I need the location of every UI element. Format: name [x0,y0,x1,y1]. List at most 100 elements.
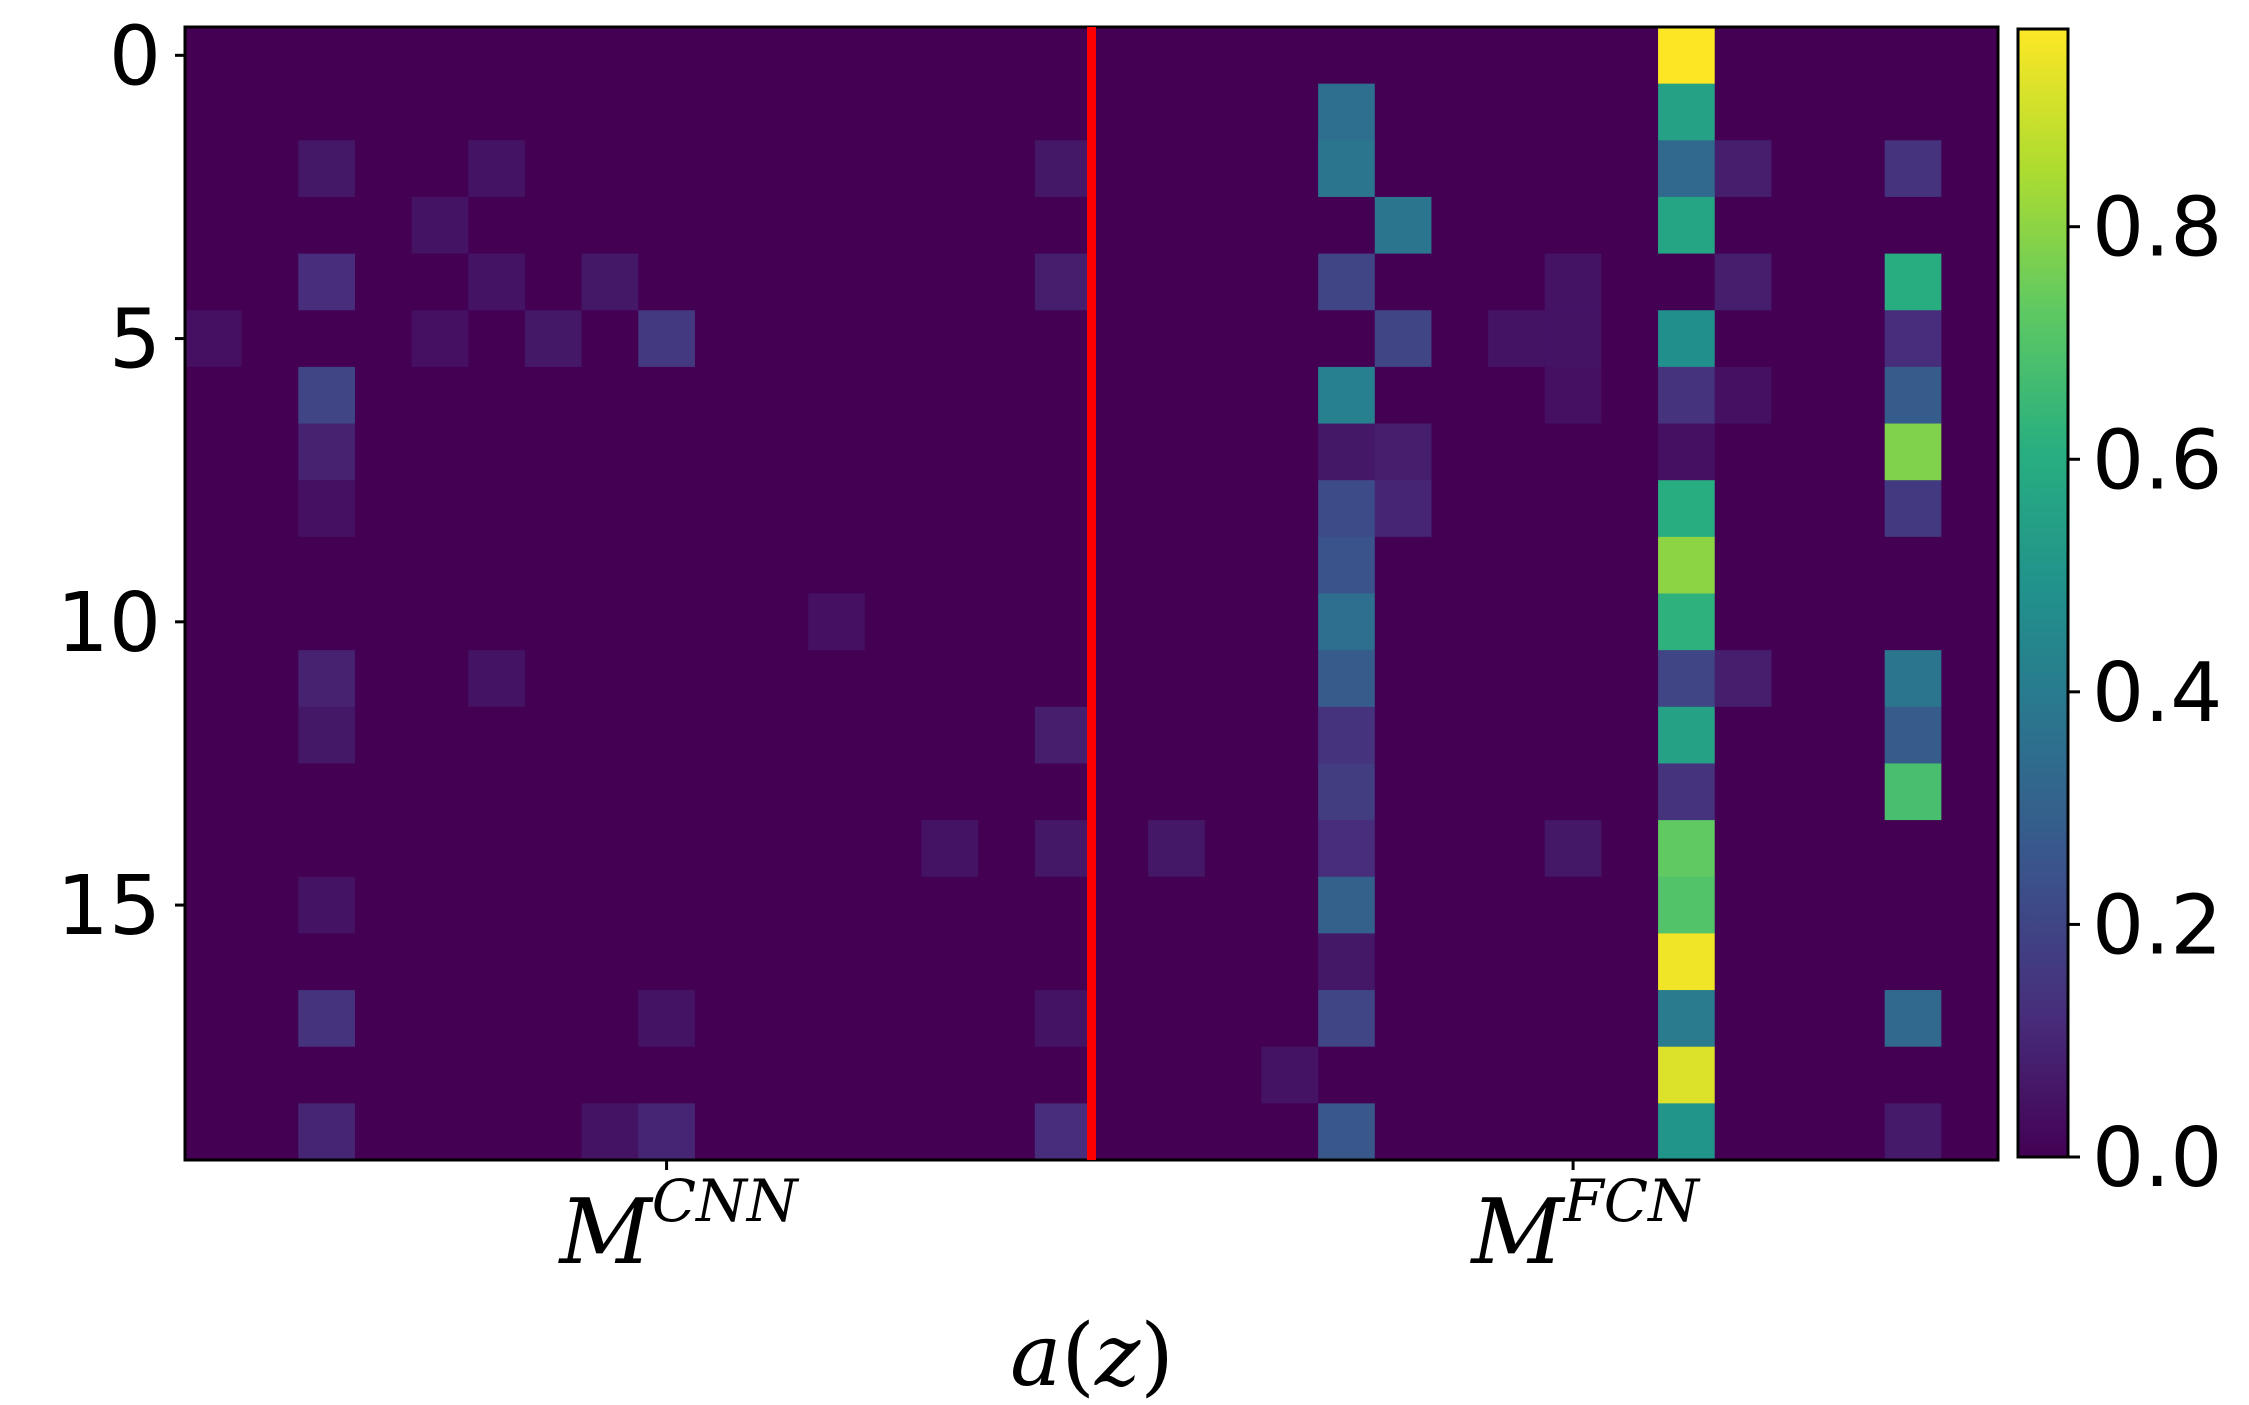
heatmap-cell [1828,253,1886,311]
heatmap-cell [411,650,469,708]
heatmap-cell [1318,140,1376,198]
x-tick-label: MFCN [1469,1167,1701,1285]
heatmap-cell [241,650,299,708]
heatmap-cell [1601,820,1659,878]
heatmap-cell [1431,933,1489,991]
colorbar-tick-label: 0.4 [2092,646,2222,741]
heatmap-cell [468,820,526,878]
heatmap-cell [1714,196,1772,255]
heatmap-cell [354,593,413,651]
heatmap-cell [751,820,809,878]
heatmap-cell [1261,310,1319,368]
heatmap-cell [524,480,583,538]
heatmap-cell [978,480,1036,538]
heatmap-cell [694,196,753,255]
heatmap-cell [978,593,1036,651]
heatmap-cell [1658,480,1716,538]
heatmap-cell [1714,593,1772,651]
heatmap-cell [1601,706,1659,765]
heatmap-cell [1148,423,1206,481]
heatmap-cell [1204,480,1263,538]
heatmap-cell [1544,423,1603,481]
heatmap-cell [1374,423,1433,481]
heatmap-cell [808,140,866,198]
heatmap-cell [921,593,979,651]
colorbar-tick-label: 0.2 [2092,878,2222,973]
heatmap-cell [808,1103,866,1161]
heatmap-cell [1828,990,1886,1048]
heatmap-cell [1261,423,1319,481]
heatmap-cell [1488,366,1546,425]
heatmap-cell [468,876,526,934]
heatmap-cell [1261,593,1319,651]
heatmap-cell [751,83,809,141]
heatmap-cell [354,990,413,1048]
heatmap-cell [185,990,243,1048]
heatmap-cell [581,140,639,198]
heatmap-cell [1318,1046,1376,1104]
heatmap-cell [978,536,1036,595]
heatmap-cell [241,1046,299,1104]
heatmap-cell [581,820,639,878]
heatmap-cell [1488,536,1546,595]
heatmap-cell [864,706,923,765]
heatmap-cell [581,876,639,934]
heatmap-cell [1771,876,1829,934]
heatmap-cell [1771,83,1829,141]
heatmap-cell [1148,253,1206,311]
heatmap-cell [411,480,469,538]
heatmap-cell [1034,876,1093,934]
heatmap-cell [581,310,639,368]
heatmap-cell [581,480,639,538]
heatmap-cell [468,593,526,651]
heatmap-cell [354,310,413,368]
heatmap-cell [638,593,696,651]
heatmap-cell [1884,83,1942,141]
heatmap-cell [298,480,356,538]
heatmap-cell [978,763,1036,821]
heatmap-cell [1034,83,1093,141]
heatmap-cell [241,140,299,198]
heatmap-cell [581,423,639,481]
heatmap-cell [1318,366,1376,425]
heatmap-cell [1828,83,1886,141]
heatmap-cell [808,480,866,538]
heatmap-cell [1714,820,1772,878]
heatmap-cell [864,876,923,934]
heatmap-cell [1544,763,1603,821]
heatmap-cell [694,536,753,595]
heatmap-cell [808,253,866,311]
heatmap-cell [1318,83,1376,141]
heatmap-cell [1148,933,1206,991]
heatmap-cell [298,83,356,141]
heatmap-cell [411,706,469,765]
heatmap-cell [185,83,243,141]
heatmap-cell [1714,1046,1772,1104]
heatmap-cell [411,593,469,651]
heatmap-cell [1544,140,1603,198]
heatmap-cell [808,366,866,425]
heatmap-cell [1034,593,1093,651]
heatmap-cell [524,593,583,651]
heatmap-cell [1658,650,1716,708]
heatmap-cell [298,27,356,85]
heatmap-cell [1601,480,1659,538]
heatmap-cell [1658,933,1716,991]
heatmap-cell [1658,536,1716,595]
heatmap-cell [808,876,866,934]
heatmap-cell [1261,990,1319,1048]
heatmap-cell [694,876,753,934]
heatmap-cell [241,990,299,1048]
heatmap-cell [185,253,243,311]
heatmap-cell [241,310,299,368]
heatmap-cell [411,933,469,991]
heatmap-cell [978,253,1036,311]
heatmap-cell [1771,196,1829,255]
heatmap-cell [1204,990,1263,1048]
heatmap-cell [1771,423,1829,481]
heatmap-cell [1091,423,1149,481]
heatmap-cell [808,650,866,708]
heatmap-cell [524,140,583,198]
heatmap-cell [468,27,526,85]
heatmap-cell [241,27,299,85]
